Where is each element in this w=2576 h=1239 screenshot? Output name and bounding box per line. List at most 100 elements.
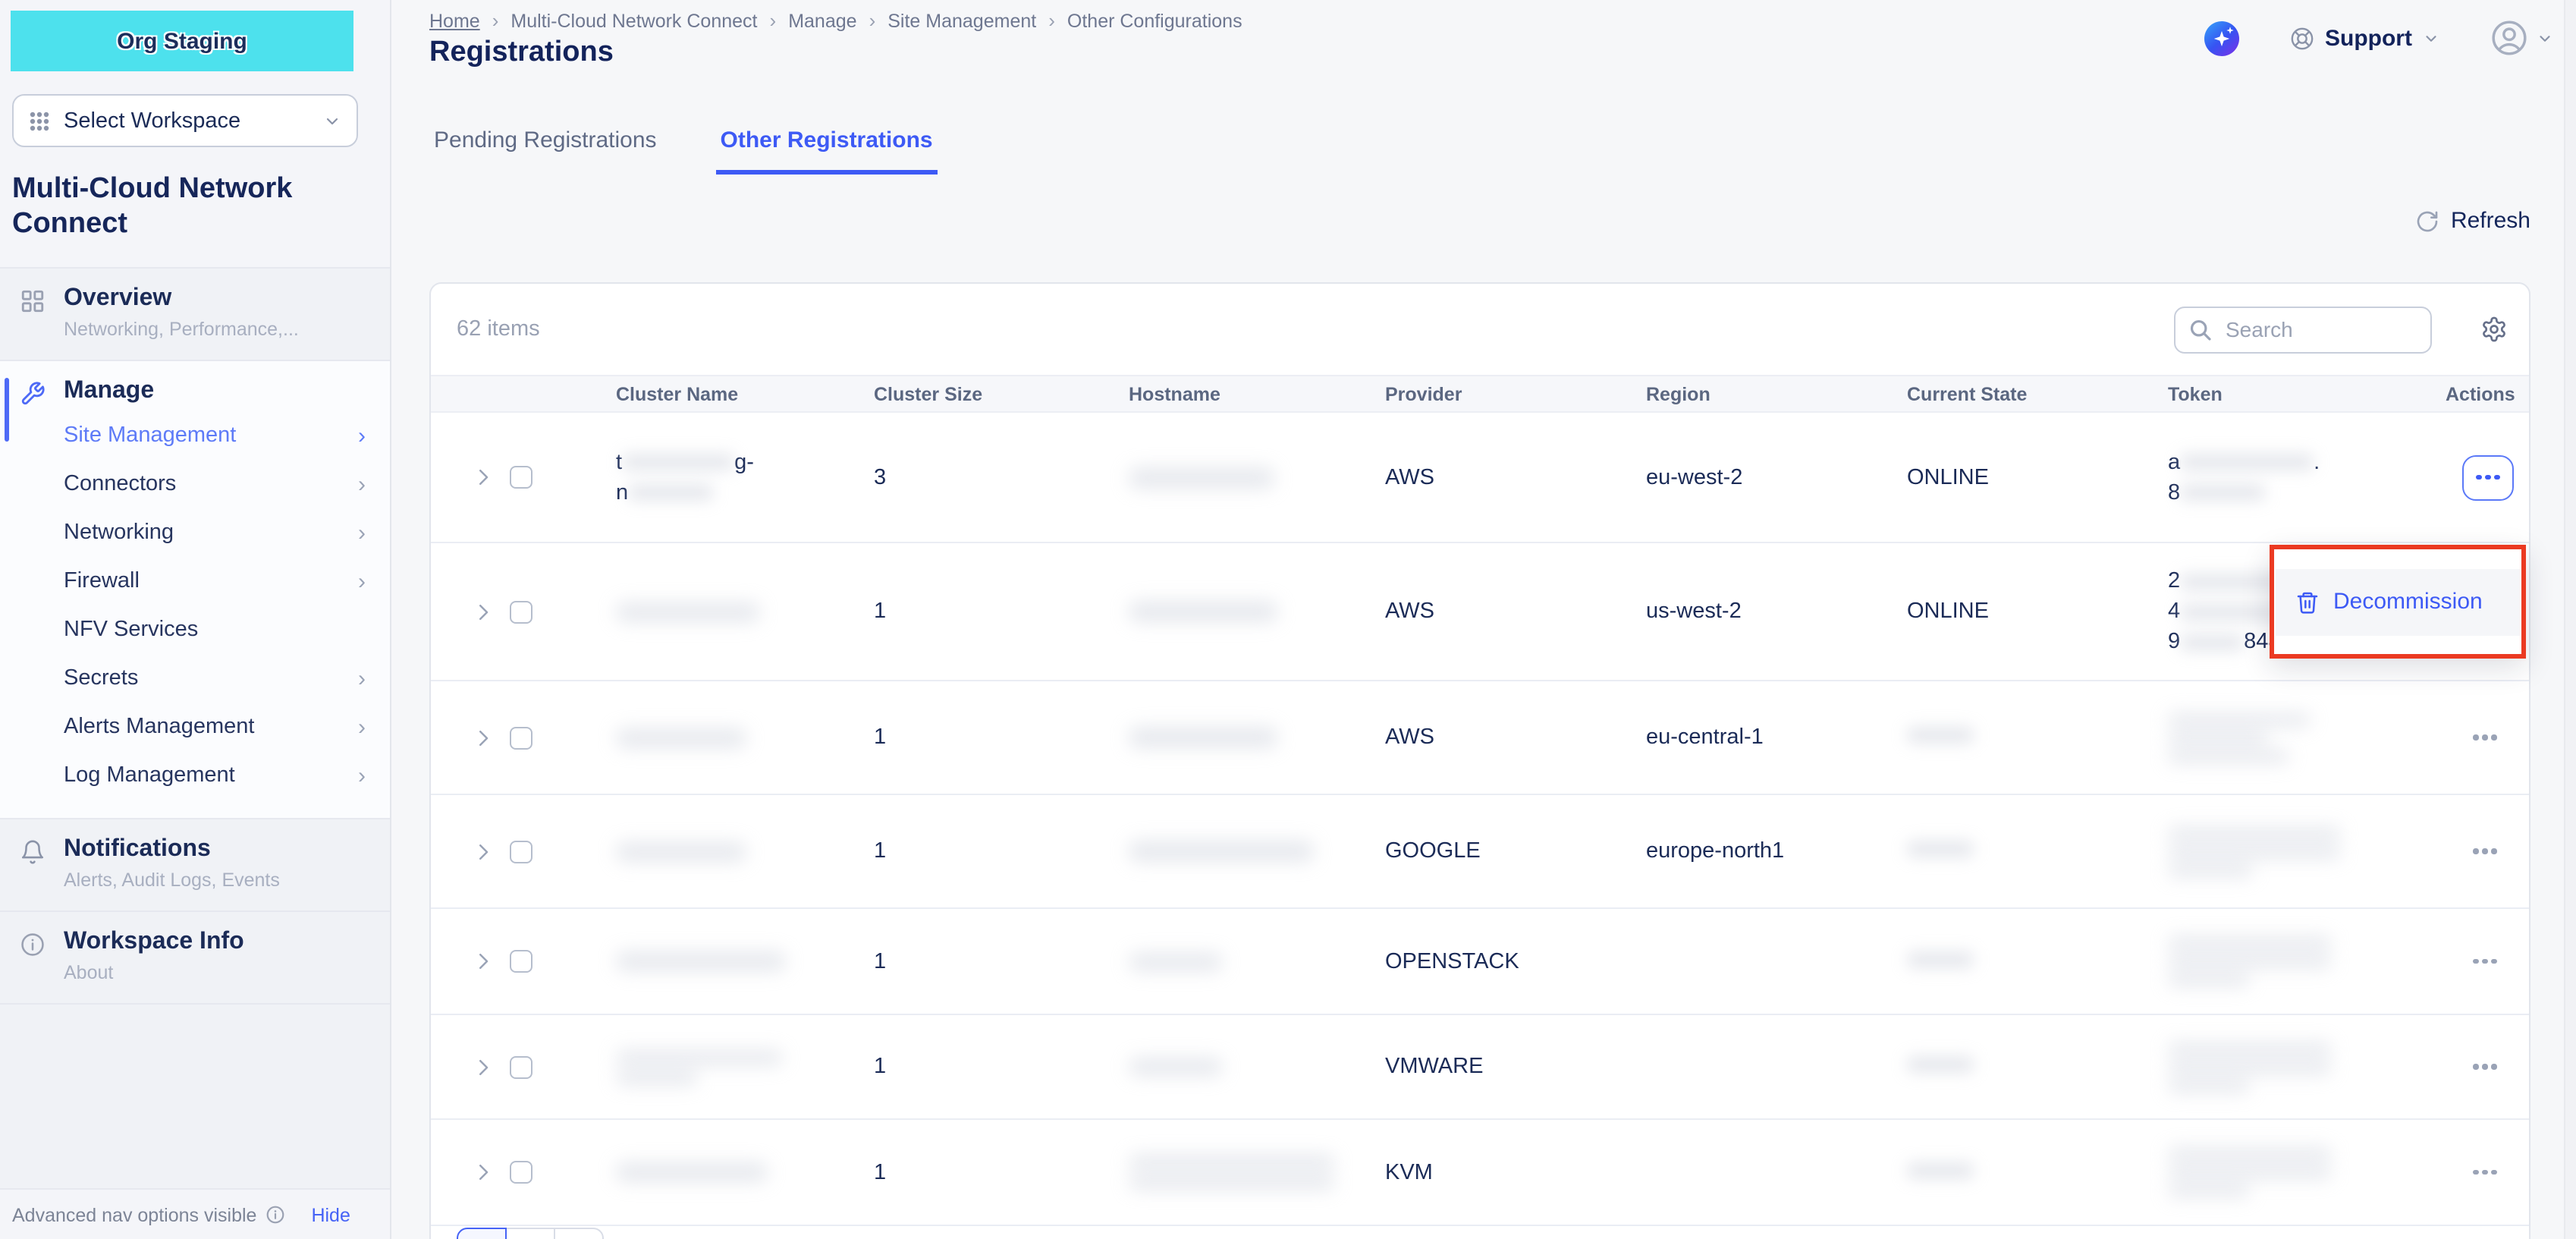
sidebar-item-alerts-management[interactable]: Alerts Management ›: [0, 703, 390, 751]
chevron-down-icon: [323, 112, 341, 130]
lifebuoy-icon: [2289, 25, 2314, 51]
cluster-name-cell: [616, 1045, 874, 1089]
expand-row-icon[interactable]: [472, 600, 495, 623]
token-cell: [2168, 822, 2446, 881]
sidebar-item-log-management[interactable]: Log Management ›: [0, 751, 390, 800]
sidebar-item-manage[interactable]: Manage: [0, 361, 390, 408]
nav-block-workspace-info: Workspace Info About: [0, 912, 390, 1005]
cluster-size-cell: 1: [874, 949, 887, 973]
redacted-text: [616, 728, 746, 747]
row-actions-button[interactable]: [2471, 734, 2499, 741]
search-input[interactable]: [2223, 316, 2411, 343]
nav-block-manage: Manage Site Management › Connectors › Ne…: [0, 361, 390, 819]
breadcrumb: Home › Multi-Cloud Network Connect › Man…: [429, 9, 1242, 32]
support-label: Support: [2325, 25, 2412, 51]
sub-item-label: NFV Services: [64, 618, 199, 642]
cluster-name-cell: t g- n: [616, 447, 874, 508]
cluster-name-cell: [616, 1158, 874, 1187]
breadcrumb-home[interactable]: Home: [429, 10, 480, 31]
current-state-cell: [1907, 1160, 2168, 1184]
redacted-text: [616, 602, 760, 621]
breadcrumb-other-configurations: Other Configurations: [1067, 10, 1242, 31]
row-actions-button[interactable]: [2471, 958, 2499, 964]
expand-row-icon[interactable]: [472, 1161, 495, 1184]
redacted-text: [2168, 954, 2332, 968]
user-menu[interactable]: [2490, 18, 2553, 58]
table-row: t g- n 3 AWS eu-west-2 ONLINE a. 8: [431, 413, 2529, 543]
redacted-text: [1907, 841, 1974, 857]
table-row: 1 AWS us-west-2 ONLINE 2 4 9 8480: [431, 543, 2529, 681]
column-header-current-state: Current State: [1907, 383, 2028, 404]
pagination: [457, 1228, 604, 1239]
redacted-text: [616, 1162, 768, 1182]
hostname-cell: [1129, 722, 1385, 753]
row-checkbox[interactable]: [510, 950, 532, 973]
decommission-menu-item[interactable]: Decommission: [2276, 568, 2520, 635]
chevron-right-icon: ›: [769, 9, 777, 32]
hostname-cell: [1129, 1053, 1385, 1080]
sidebar: Org Staging Select Workspace Multi-Cloud…: [0, 0, 391, 1239]
redacted-text: [2168, 712, 2311, 726]
visible-fragment: 2: [2168, 569, 2181, 593]
expand-row-icon[interactable]: [472, 840, 495, 863]
pagination-button[interactable]: [505, 1228, 555, 1239]
table-row: 1 GOOGLE europe-north1: [431, 795, 2529, 909]
row-checkbox[interactable]: [510, 840, 532, 863]
refresh-button[interactable]: Refresh: [2416, 208, 2530, 234]
breadcrumb-mcn-connect[interactable]: Multi-Cloud Network Connect: [510, 10, 758, 31]
hide-nav-button[interactable]: Hide: [311, 1204, 350, 1225]
expand-row-icon[interactable]: [472, 950, 495, 973]
tab-pending-registrations[interactable]: Pending Registrations: [434, 127, 657, 153]
row-checkbox[interactable]: [510, 466, 532, 489]
annotation-highlight: Decommission: [2270, 545, 2526, 659]
sidebar-item-site-management[interactable]: Site Management ›: [0, 411, 390, 460]
refresh-icon: [2416, 209, 2440, 233]
row-actions-button[interactable]: [2471, 1169, 2499, 1175]
redacted-text: [2168, 1060, 2332, 1074]
sidebar-item-connectors[interactable]: Connectors ›: [0, 460, 390, 508]
support-menu[interactable]: Support: [2289, 25, 2439, 51]
breadcrumb-site-management[interactable]: Site Management: [887, 10, 1037, 31]
scrollbar[interactable]: [2564, 0, 2576, 1239]
hostname-cell: [1129, 948, 1385, 975]
expand-row-icon[interactable]: [472, 1055, 495, 1078]
breadcrumb-manage[interactable]: Manage: [788, 10, 857, 31]
sub-item-label: Alerts Management: [64, 715, 255, 739]
pagination-button[interactable]: [554, 1228, 604, 1239]
sidebar-nav: Overview Networking, Performance,... Man…: [0, 267, 390, 1239]
sidebar-item-overview[interactable]: Overview Networking, Performance,...: [0, 269, 390, 360]
org-banner[interactable]: Org Staging: [11, 11, 353, 71]
sub-item-label: Site Management: [64, 423, 237, 448]
ai-assistant-button[interactable]: [2204, 20, 2238, 55]
expand-row-icon[interactable]: [472, 466, 495, 489]
sidebar-item-notifications[interactable]: Notifications Alerts, Audit Logs, Events: [0, 819, 390, 910]
items-count: 62 items: [457, 317, 540, 341]
expand-row-icon[interactable]: [472, 726, 495, 749]
redacted-text: [616, 951, 786, 971]
workspace-selector[interactable]: Select Workspace: [12, 94, 358, 147]
sidebar-item-workspace-info[interactable]: Workspace Info About: [0, 912, 390, 1003]
tab-other-registrations[interactable]: Other Registrations: [715, 121, 938, 175]
sidebar-item-networking[interactable]: Networking ›: [0, 508, 390, 557]
redacted-text: [616, 1049, 783, 1064]
row-checkbox[interactable]: [510, 600, 532, 623]
sidebar-item-firewall[interactable]: Firewall ›: [0, 557, 390, 605]
redacted-text: [2168, 863, 2253, 876]
sidebar-item-secrets[interactable]: Secrets ›: [0, 654, 390, 703]
region-cell: europe-north1: [1646, 839, 1785, 863]
visible-fragment: 9: [2168, 630, 2181, 654]
row-checkbox[interactable]: [510, 1161, 532, 1184]
current-state-cell: [1907, 839, 2168, 863]
pagination-button-active[interactable]: [457, 1228, 507, 1239]
row-checkbox[interactable]: [510, 1055, 532, 1078]
row-actions-button[interactable]: [2471, 848, 2499, 854]
sidebar-item-nfv-services[interactable]: NFV Services: [0, 605, 390, 654]
registrations-table-card: 62 items Cluster Name C: [429, 282, 2530, 1239]
search-icon: [2189, 318, 2212, 341]
redacted-text: [2168, 1184, 2250, 1197]
row-actions-button[interactable]: [2462, 454, 2514, 500]
gear-icon[interactable]: [2480, 316, 2508, 343]
row-actions-button[interactable]: [2471, 1064, 2499, 1070]
row-checkbox[interactable]: [510, 726, 532, 749]
